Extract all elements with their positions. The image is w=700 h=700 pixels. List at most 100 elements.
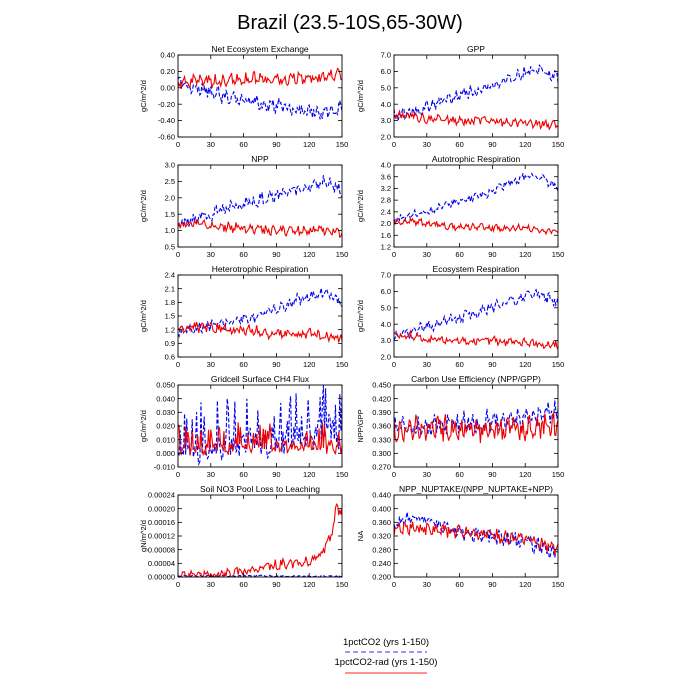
x-tick-label: 120: [303, 360, 316, 369]
y-tick-label: 0.390: [372, 408, 391, 417]
y-tick-label: 1.8: [165, 298, 175, 307]
legend: 1pctCO2 (yrs 1-150) 1pctCO2-rad (yrs 1-1…: [335, 637, 438, 674]
x-tick-label: 120: [519, 580, 532, 589]
x-tick-label: 90: [488, 140, 496, 149]
x-tick-label: 150: [336, 470, 349, 479]
series-line-1pctco2: [394, 400, 558, 436]
x-tick-label: 0: [392, 360, 396, 369]
panel-title: Gridcell Surface CH4 Flux: [211, 374, 310, 384]
panel-carbon-use-efficiency-npp-gpp: 0.270 0.300 0.330 0.360 0.390 0.420 0.450 0 30 60…: [356, 374, 564, 479]
x-tick-label: 0: [392, 580, 396, 589]
figure-title: Brazil (23.5-10S,65-30W): [237, 12, 463, 34]
series-line-1pctco2: [178, 175, 342, 228]
y-tick-label: 0.240: [372, 559, 391, 568]
x-tick-label: 150: [552, 250, 565, 259]
panel-npp: 0.5 1.0 1.5 2.0 2.5 3.0 0 30 60 90 120 150 NPP gC/m^2…: [139, 154, 348, 259]
x-tick-label: 30: [207, 580, 215, 589]
y-tick-label: 0.030: [156, 408, 175, 417]
series-line-rad: [394, 329, 558, 350]
x-tick-label: 0: [176, 250, 180, 259]
y-tick-label: 0.320: [372, 532, 391, 541]
y-axis-label: gC/m^2/d: [356, 80, 365, 112]
y-tick-label: 0.360: [372, 518, 391, 527]
x-tick-label: 150: [336, 140, 349, 149]
y-tick-label: 5.0: [381, 303, 391, 312]
panel-title: NPP_NUPTAKE/(NPP_NUPTAKE+NPP): [399, 484, 553, 494]
y-tick-label: 7.0: [381, 51, 391, 60]
y-tick-label: 2.0: [165, 193, 175, 202]
x-tick-label: 120: [303, 250, 316, 259]
y-tick-label: 0.00012: [148, 532, 175, 541]
x-tick-label: 0: [392, 250, 396, 259]
x-tick-label: 90: [272, 360, 280, 369]
y-axis-label: gC/m^2/d: [139, 80, 148, 112]
x-tick-label: 30: [423, 470, 431, 479]
y-tick-label: 0.400: [372, 504, 391, 513]
y-axis-label: gC/m^2/d: [139, 300, 148, 332]
y-tick-label: 0.270: [372, 463, 391, 472]
x-tick-label: 60: [239, 140, 247, 149]
plot-frame: [177, 164, 343, 248]
y-tick-label: 2.0: [381, 353, 391, 362]
y-axis-label: gC/m^2/d: [139, 410, 148, 442]
panel-title: Ecosystem Respiration: [433, 264, 520, 274]
x-tick-label: 90: [488, 360, 496, 369]
panel-title: NPP: [251, 154, 269, 164]
y-tick-label: 0.20: [160, 67, 175, 76]
y-tick-label: 0.200: [372, 573, 391, 582]
y-tick-label: 3.0: [381, 116, 391, 125]
panel-gridcell-surface-ch4-flux: -0.010 0.000 0.010 0.020 0.030 0.040 0.050 0 30 6…: [139, 374, 348, 479]
series-line-rad: [178, 321, 342, 344]
x-tick-label: 0: [176, 470, 180, 479]
series-line-rad: [180, 503, 342, 577]
x-tick-label: 150: [336, 250, 349, 259]
y-tick-label: 0.00: [160, 83, 175, 92]
y-axis-label: gC/m^2/d: [356, 300, 365, 332]
plot-frame: [177, 54, 343, 138]
y-tick-label: 2.0: [381, 219, 391, 228]
y-tick-label: 2.5: [165, 177, 175, 186]
series-line-1pctco2: [394, 172, 558, 224]
legend-label-rad: 1pctCO2-rad (yrs 1-150): [335, 657, 438, 668]
y-tick-label: 3.0: [381, 336, 391, 345]
y-tick-label: 0.330: [372, 435, 391, 444]
y-tick-label: 0.000: [156, 449, 175, 458]
series-line-rad: [178, 422, 342, 457]
y-tick-label: 4.0: [381, 320, 391, 329]
y-tick-label: 1.0: [165, 226, 175, 235]
series-line-rad: [394, 109, 558, 131]
y-tick-label: 0.280: [372, 545, 391, 554]
x-tick-label: 60: [455, 140, 463, 149]
x-tick-label: 0: [392, 140, 396, 149]
x-tick-label: 150: [552, 140, 565, 149]
x-tick-label: 150: [552, 470, 565, 479]
y-tick-label: 1.5: [165, 210, 175, 219]
x-tick-label: 30: [423, 580, 431, 589]
y-tick-label: 0.050: [156, 381, 175, 390]
series-line-rad: [394, 412, 558, 444]
x-tick-label: 120: [519, 140, 532, 149]
x-tick-label: 60: [239, 470, 247, 479]
plot-frame: [393, 54, 559, 138]
series-line-rad: [178, 67, 342, 89]
y-tick-label: -0.010: [154, 463, 175, 472]
series-line-1pctco2: [178, 76, 342, 120]
y-tick-label: 5.0: [381, 83, 391, 92]
y-tick-label: 6.0: [381, 67, 391, 76]
y-tick-label: 3.2: [381, 184, 391, 193]
y-tick-label: 0.450: [372, 381, 391, 390]
x-tick-label: 120: [519, 360, 532, 369]
y-axis-label: gN/m^2/d: [139, 520, 148, 552]
x-tick-label: 60: [455, 360, 463, 369]
y-tick-label: 2.4: [381, 207, 391, 216]
x-tick-label: 90: [488, 580, 496, 589]
x-tick-label: 0: [392, 470, 396, 479]
y-tick-label: 0.6: [165, 353, 175, 362]
legend-label-1pctco2: 1pctCO2 (yrs 1-150): [343, 637, 429, 648]
x-tick-label: 90: [488, 250, 496, 259]
x-tick-label: 150: [552, 580, 565, 589]
plot-frame: [393, 164, 559, 248]
plot-frame: [177, 274, 343, 358]
x-tick-label: 120: [303, 470, 316, 479]
y-tick-label: 0.440: [372, 491, 391, 500]
